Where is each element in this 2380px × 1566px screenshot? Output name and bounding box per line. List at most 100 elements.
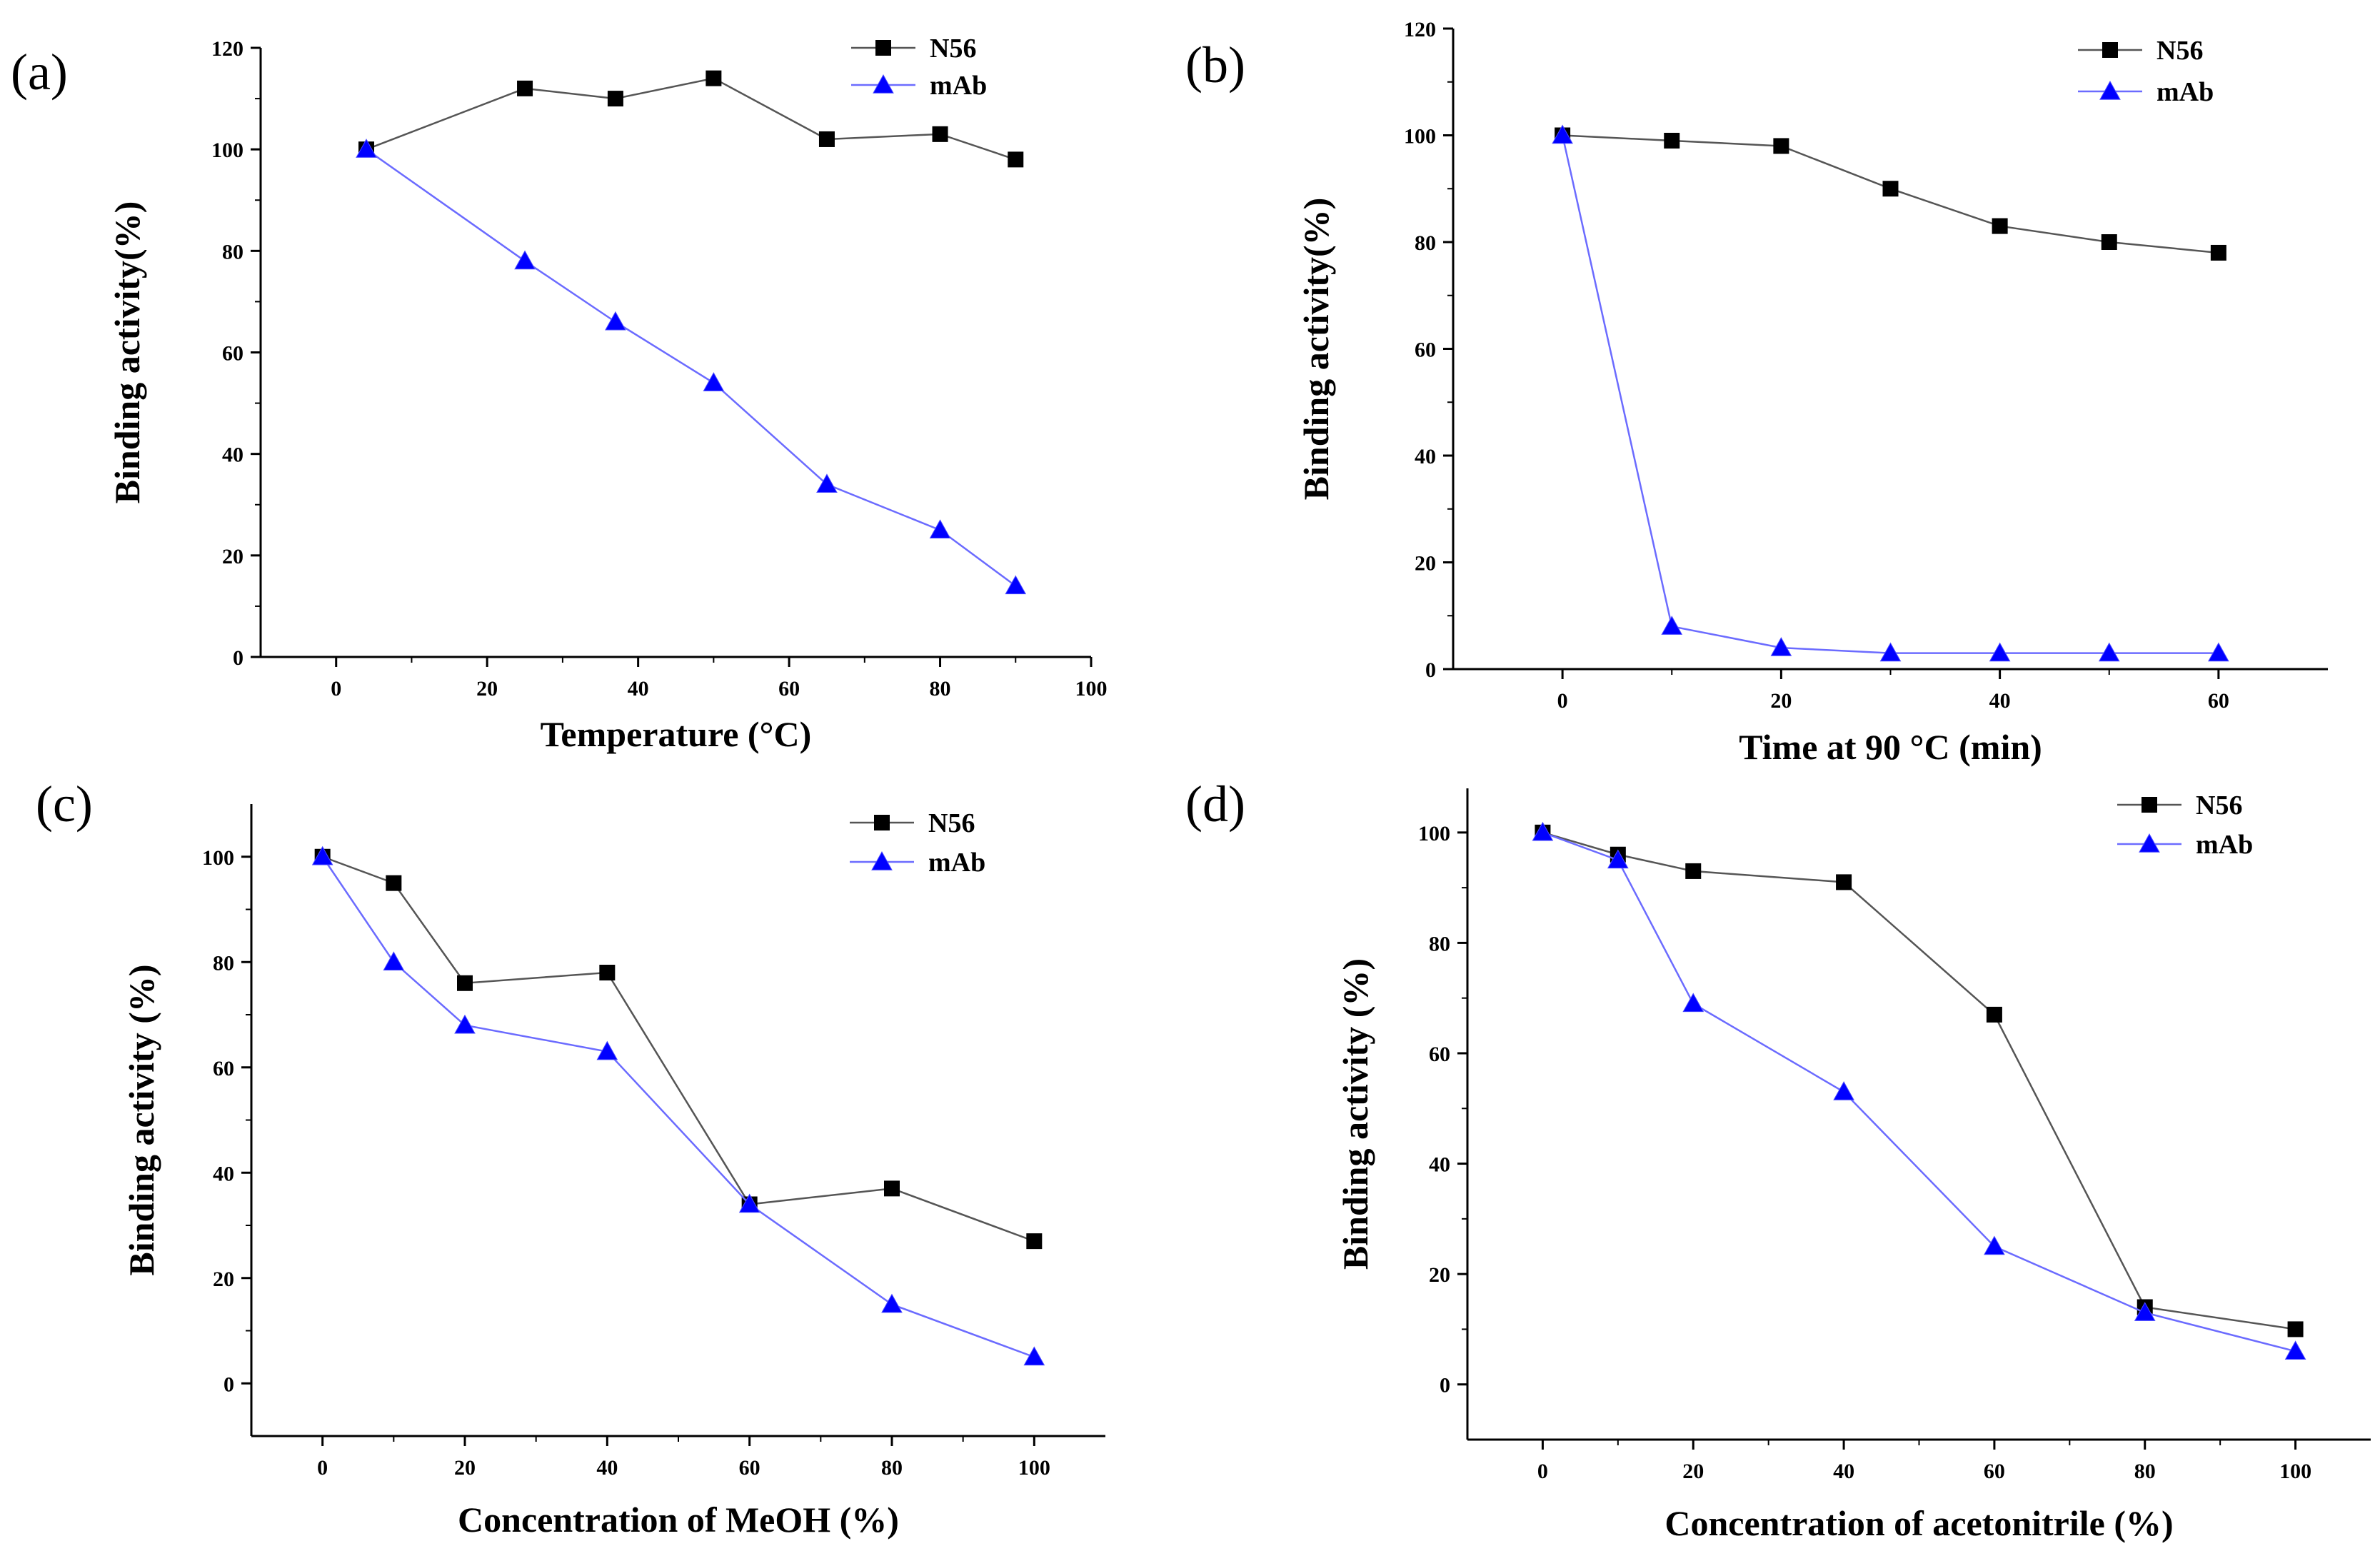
series-line-N56 [366, 77, 1016, 161]
x-tick-label: 100 [2279, 1460, 2311, 1483]
legend-marker [2142, 797, 2157, 813]
legend-label: mAb [2196, 830, 2253, 860]
data-point-mAb [2098, 642, 2120, 662]
data-point-mAb [1005, 575, 1027, 595]
data-point-N56 [607, 91, 623, 107]
x-tick-label: 60 [778, 677, 800, 701]
y-tick-label: 40 [222, 443, 243, 467]
data-point-mAb [1984, 1235, 2005, 1255]
panel-label: (d) [1185, 776, 1245, 833]
data-point-mAb [1879, 642, 1902, 662]
data-point-mAb [596, 1040, 618, 1060]
data-point-N56 [517, 80, 533, 96]
panel-a: (a) 0 20 40 60 80 100 0 20 40 60 80 100 120 Temperatur… [11, 34, 1108, 754]
data-point-mAb [311, 845, 333, 865]
panel-c: (c) 0 20 40 60 80 100 0 20 40 60 80 100 Concentration… [36, 776, 1105, 1540]
y-tick-label: 0 [224, 1372, 234, 1396]
data-point-N56 [1026, 1233, 1043, 1250]
legend-marker [873, 74, 894, 94]
y-tick-label: 80 [1415, 231, 1436, 255]
y-tick-label: 60 [213, 1057, 234, 1080]
data-point-N56 [1008, 151, 1024, 168]
x-tick-label: 40 [628, 677, 649, 701]
legend-label: N56 [2196, 790, 2242, 820]
data-point-N56 [818, 131, 835, 147]
data-point-mAb [738, 1193, 760, 1213]
series-line-mAb [366, 149, 1017, 587]
series-line-N56 [322, 855, 1035, 1243]
data-point-N56 [1986, 1006, 2002, 1023]
data-point-mAb [454, 1014, 476, 1034]
data-point-mAb [1552, 124, 1573, 144]
x-tick-label: 40 [596, 1456, 618, 1480]
data-point-mAb [383, 951, 405, 970]
y-tick-label: 0 [1425, 658, 1436, 682]
data-point-N56 [457, 975, 473, 991]
data-point-N56 [932, 126, 948, 142]
data-point-N56 [2210, 244, 2226, 261]
panel-label: (c) [36, 776, 93, 833]
x-tick-label: 20 [1770, 689, 1792, 713]
panel-label: (a) [11, 44, 68, 101]
series-line-N56 [1542, 831, 2296, 1330]
x-tick-label: 100 [1075, 677, 1108, 701]
data-point-mAb [1661, 616, 1683, 635]
legend-marker [2139, 833, 2160, 853]
series-line-mAb [1561, 135, 2219, 654]
legend-label: N56 [930, 34, 976, 64]
y-tick-label: 120 [1404, 18, 1436, 41]
y-tick-label: 80 [213, 951, 234, 975]
y-axis-title: Binding activity (%) [1335, 958, 1375, 1270]
legend-marker [874, 815, 890, 830]
y-tick-label: 40 [1429, 1153, 1450, 1177]
legend-marker [2102, 42, 2118, 58]
y-tick-label: 20 [213, 1268, 234, 1291]
legend-marker [875, 40, 891, 56]
y-tick-label: 40 [1415, 445, 1436, 468]
data-point-N56 [706, 70, 722, 86]
y-axis-title: Binding activity(%) [1296, 198, 1336, 501]
x-tick-label: 60 [739, 1456, 760, 1480]
x-tick-label: 20 [476, 677, 498, 701]
x-axis-title: Concentration of MeOH (%) [458, 1500, 899, 1540]
x-tick-label: 80 [2134, 1460, 2156, 1483]
data-point-mAb [1532, 821, 1554, 841]
y-tick-label: 60 [1429, 1043, 1450, 1066]
y-tick-label: 80 [1429, 932, 1450, 955]
x-tick-label: 0 [317, 1456, 328, 1480]
data-point-N56 [386, 875, 402, 891]
y-tick-label: 100 [202, 846, 234, 870]
data-point-N56 [2287, 1321, 2304, 1337]
data-point-N56 [599, 965, 616, 980]
x-tick-label: 40 [1989, 689, 2011, 713]
legend-marker [871, 850, 893, 870]
x-axis-title: Time at 90 °C (min) [1739, 727, 2042, 767]
data-point-mAb [1607, 849, 1629, 869]
data-point-mAb [929, 519, 951, 538]
series-line-mAb [1542, 831, 2296, 1352]
data-point-mAb [356, 139, 377, 158]
y-tick-label: 40 [213, 1162, 234, 1185]
data-point-N56 [1664, 132, 1680, 149]
legend-marker [2099, 80, 2121, 100]
y-tick-label: 120 [211, 37, 243, 61]
legend-label: N56 [2156, 36, 2203, 66]
y-axis-title: Binding activity(%) [107, 201, 147, 504]
panel-d: (d) 0 20 40 60 80 100 0 20 40 60 80 100 Concentration… [1185, 776, 2371, 1543]
x-tick-label: 80 [930, 677, 951, 701]
data-point-mAb [1989, 642, 2011, 662]
x-tick-label: 20 [454, 1456, 476, 1480]
y-tick-label: 20 [1415, 552, 1436, 576]
y-tick-label: 100 [211, 139, 243, 162]
x-tick-label: 0 [331, 677, 341, 701]
x-tick-label: 40 [1833, 1460, 1854, 1483]
data-point-N56 [1836, 874, 1852, 890]
x-tick-label: 0 [1557, 689, 1568, 713]
data-point-mAb [881, 1293, 903, 1313]
x-tick-label: 100 [1018, 1456, 1050, 1480]
y-tick-label: 0 [233, 646, 243, 670]
y-tick-label: 60 [222, 342, 243, 366]
data-point-mAb [514, 250, 536, 270]
data-point-N56 [1685, 863, 1702, 879]
